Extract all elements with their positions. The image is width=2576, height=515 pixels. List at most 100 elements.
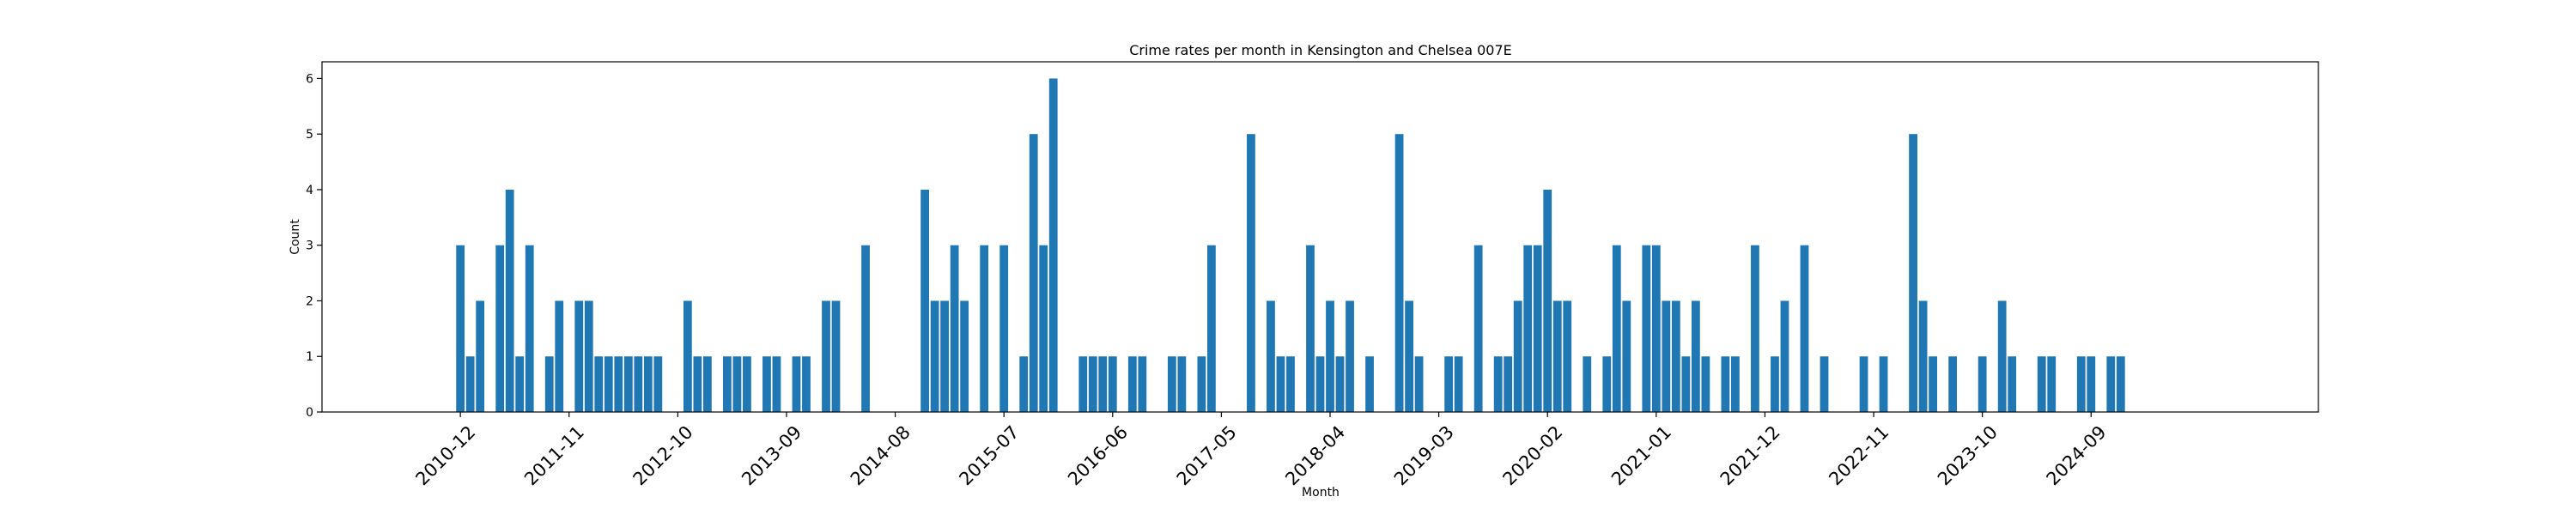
y-axis: 0 1 2 3 4 5 6 [306, 72, 322, 420]
bar-2012-05 [623, 356, 633, 412]
y-tick-label: 4 [306, 184, 313, 197]
bar-2019-12 [1523, 245, 1533, 412]
bar-2015-03 [960, 300, 969, 412]
bar-2013-11 [802, 356, 811, 412]
x-axis: 2010-12 2011-11 2012-10 2013-09 2014-08 2015-… [411, 412, 2111, 489]
bar-2017-11 [1276, 356, 1285, 412]
x-tick-label: 2011-11 [520, 421, 588, 489]
bar-2018-02 [1306, 245, 1315, 412]
bar-2020-02 [1543, 189, 1552, 412]
bar-2022-10 [1859, 356, 1868, 412]
bar-2016-03 [1078, 356, 1088, 412]
y-tick-label: 0 [306, 406, 313, 420]
bar-2015-05 [980, 245, 989, 412]
x-tick-label: 2021-12 [1716, 421, 1784, 489]
x-tick-label: 2013-09 [738, 421, 805, 489]
bar-2018-08 [1365, 356, 1374, 412]
bar-2011-01 [465, 356, 475, 412]
bar-2015-09 [1019, 356, 1029, 412]
bars-group [456, 78, 2125, 413]
bar-2019-09 [1493, 356, 1503, 412]
x-tick-label: 2016-06 [1064, 421, 1132, 489]
bar-2022-06 [1820, 356, 1829, 412]
bar-2019-11 [1513, 300, 1522, 412]
bar-2015-12 [1048, 78, 1058, 413]
bar-2014-12 [930, 300, 939, 412]
bar-2013-03 [723, 356, 732, 412]
bar-2020-10 [1622, 300, 1631, 412]
y-tick-label: 3 [306, 239, 313, 253]
bar-2011-10 [555, 300, 564, 412]
bar-2023-07 [1948, 356, 1958, 412]
bar-2013-07 [762, 356, 771, 412]
bar-2017-08 [1247, 134, 1255, 412]
bar-2012-03 [604, 356, 613, 412]
x-tick-label: 2023-10 [1934, 421, 2002, 489]
x-tick-label: 2018-04 [1281, 421, 1349, 489]
bar-2016-08 [1127, 356, 1137, 412]
bar-2020-03 [1552, 300, 1562, 412]
bar-2012-01 [584, 300, 593, 412]
bar-2018-05 [1335, 356, 1345, 412]
bar-2015-07 [999, 245, 1009, 412]
bar-2023-10 [1978, 356, 1987, 412]
bar-2024-04 [2037, 356, 2046, 412]
bar-2016-09 [1138, 356, 1147, 412]
bar-2019-04 [1444, 356, 1454, 412]
bar-2022-01 [1771, 356, 1779, 412]
bar-2013-01 [702, 356, 712, 412]
bar-2015-02 [950, 245, 959, 412]
bar-2019-01 [1414, 356, 1424, 412]
bar-2012-06 [634, 356, 643, 412]
bar-2012-12 [693, 356, 702, 412]
bar-2016-06 [1108, 356, 1117, 412]
bar-2021-02 [1662, 300, 1671, 412]
bar-2017-04 [1207, 245, 1216, 412]
bar-2017-03 [1197, 356, 1206, 412]
y-axis-label: Count [289, 219, 302, 255]
bar-2014-02 [831, 300, 841, 412]
bar-2012-08 [653, 356, 663, 412]
bar-2021-06 [1701, 356, 1710, 412]
bar-2023-05 [1929, 356, 1937, 412]
bar-2018-06 [1346, 300, 1354, 412]
bar-2013-05 [743, 356, 751, 412]
bar-2018-11 [1394, 134, 1404, 412]
x-tick-label: 2010-12 [411, 421, 479, 489]
x-tick-label: 2014-08 [847, 421, 914, 489]
bar-2011-09 [544, 356, 554, 412]
y-tick-label: 5 [306, 128, 313, 142]
y-tick-label: 6 [306, 72, 313, 86]
bar-2021-04 [1681, 356, 1691, 412]
bar-2021-11 [1751, 245, 1759, 412]
bar-2016-04 [1088, 356, 1097, 412]
bar-2022-04 [1800, 245, 1809, 412]
x-tick-label: 2024-09 [2043, 421, 2111, 489]
bar-2024-05 [2047, 356, 2057, 412]
bar-2010-12 [456, 245, 465, 412]
bar-2011-07 [525, 245, 534, 412]
x-axis-label: Month [1302, 486, 1340, 500]
bar-2020-12 [1642, 245, 1651, 412]
x-tick-label: 2012-10 [629, 421, 697, 489]
bar-2016-05 [1098, 356, 1108, 412]
bar-2020-08 [1602, 356, 1612, 412]
bar-2012-11 [683, 300, 692, 412]
bar-2014-11 [920, 189, 929, 412]
bar-2023-04 [1918, 300, 1928, 412]
bar-2015-11 [1039, 245, 1048, 412]
y-tick-label: 2 [306, 294, 313, 308]
bar-2015-10 [1029, 134, 1038, 412]
bar-2011-04 [495, 245, 505, 412]
bar-2023-03 [1909, 134, 1917, 412]
bar-2013-10 [792, 356, 801, 412]
x-tick-label: 2021-01 [1607, 421, 1675, 489]
bar-2024-11 [2106, 356, 2116, 412]
bar-2014-05 [861, 245, 870, 412]
x-tick-label: 2019-03 [1390, 421, 1458, 489]
bar-2011-05 [505, 189, 514, 412]
bar-2020-09 [1612, 245, 1621, 412]
bar-2019-05 [1454, 356, 1463, 412]
plot-frame [321, 61, 2319, 413]
